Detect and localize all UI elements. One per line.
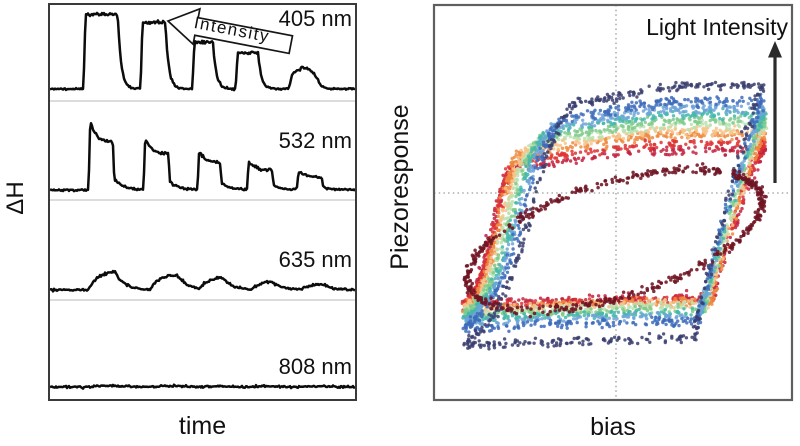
left-x-axis-label: time (178, 412, 227, 440)
left-y-axis-label: ΔH (2, 181, 29, 215)
light-intensity-label: Light Intensity (646, 14, 788, 40)
wavelength-label-635nm: 635 nm (278, 247, 352, 272)
right-y-axis-label: Piezoresponse (386, 104, 414, 270)
right-x-axis-label: bias (590, 413, 636, 441)
wavelength-label-532nm: 532 nm (278, 128, 352, 153)
wavelength-label-405nm: 405 nm (278, 6, 352, 31)
wavelength-label-808nm: 808 nm (278, 354, 352, 379)
